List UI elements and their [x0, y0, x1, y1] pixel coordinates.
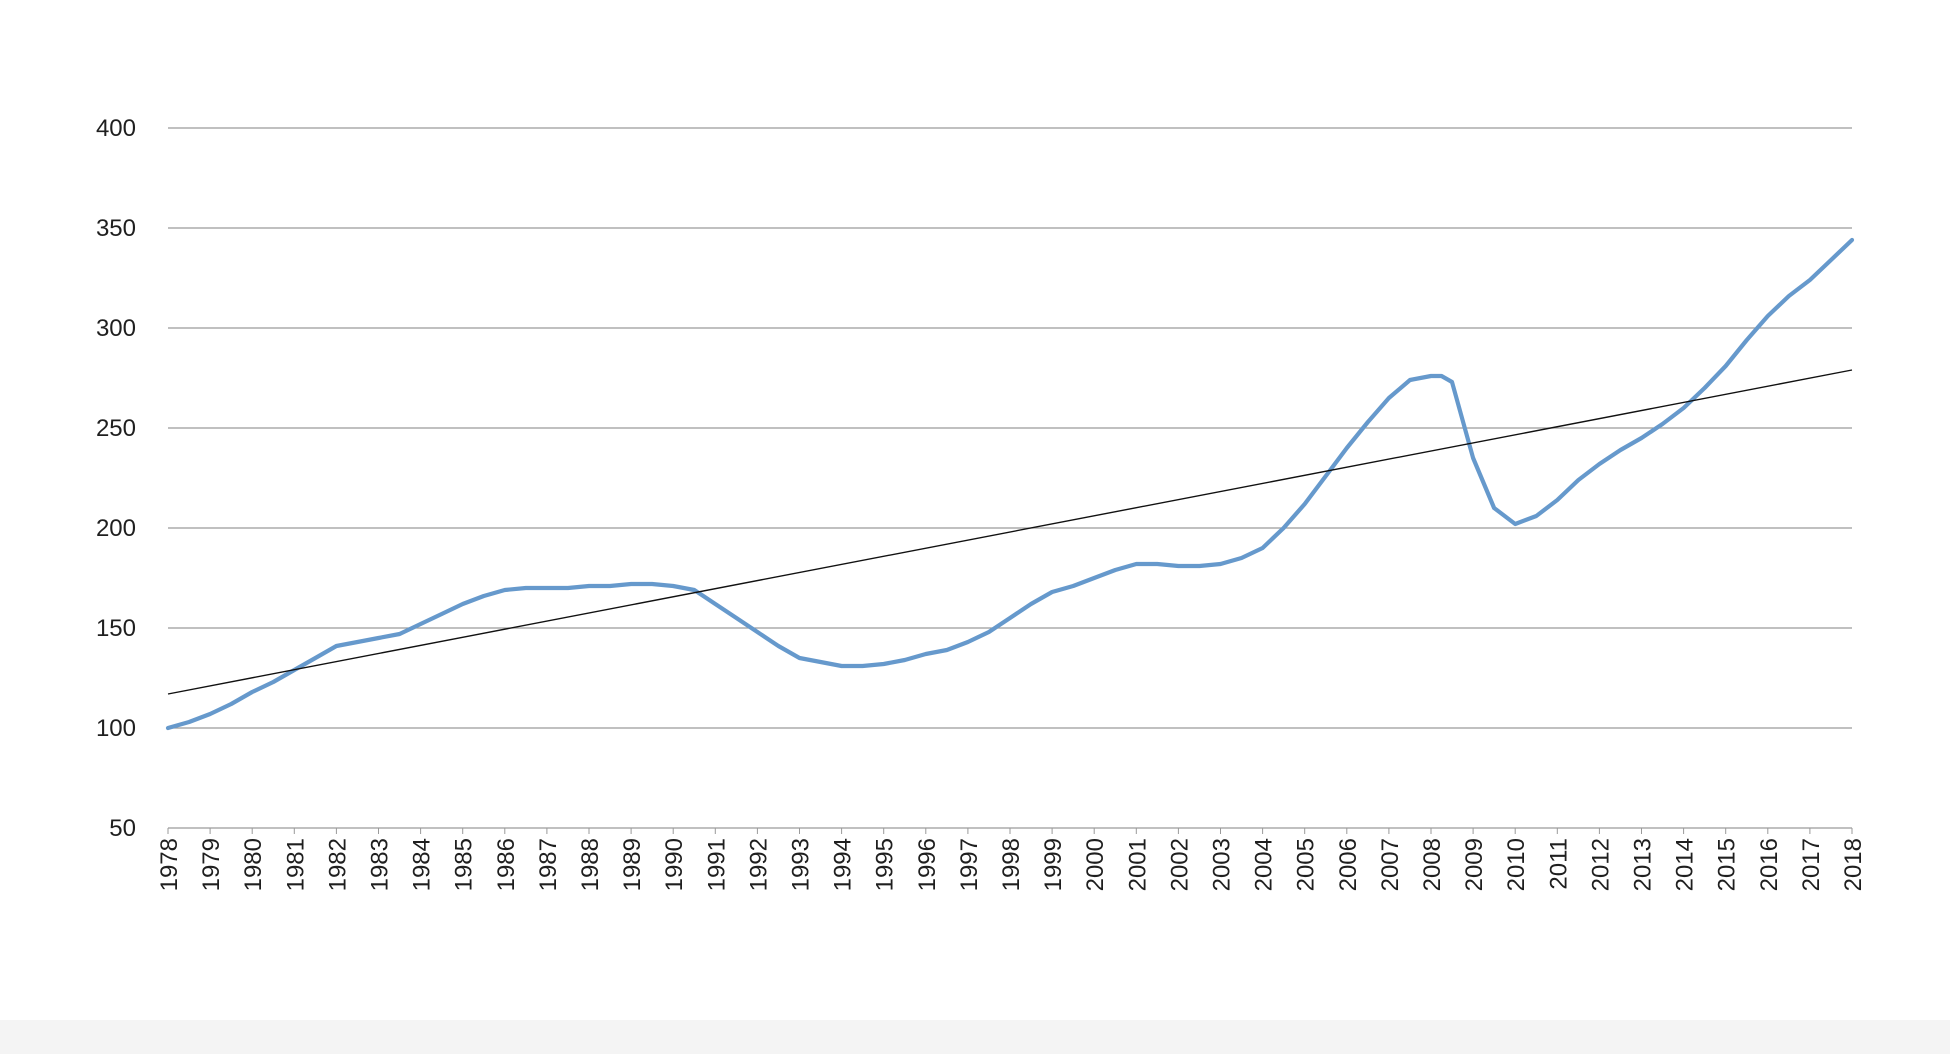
x-tick-label: 2009 — [1461, 838, 1488, 891]
trend-line — [167, 369, 1853, 695]
y-tick-label: 50 — [109, 815, 136, 842]
x-tick-label: 1978 — [156, 838, 183, 891]
x-tick-label: 2002 — [1166, 838, 1193, 891]
x-tick-label: 1995 — [872, 838, 899, 891]
x-tick-label: 2016 — [1756, 838, 1783, 891]
y-tick-label: 300 — [96, 315, 136, 342]
x-tick-label: 2011 — [1545, 838, 1572, 890]
chart-area: 50 100 150 200 250 300 350 400 1978 1979 1980 1981 1… — [95, 115, 1867, 892]
x-tick-label: 1981 — [282, 838, 309, 891]
x-tick-label: 2008 — [1419, 838, 1446, 891]
x-tick-label: 2003 — [1209, 838, 1236, 891]
page-bottom-strip — [0, 1020, 1950, 1054]
x-tick-label: 2015 — [1714, 838, 1741, 891]
x-tick-label: 1980 — [240, 838, 267, 891]
x-tick-label: 2018 — [1840, 838, 1867, 891]
x-tick-label: 1988 — [577, 838, 604, 891]
line-chart: 50 100 150 200 250 300 350 400 1978 1979 1980 1981 1… — [96, 115, 1867, 891]
y-tick-label: 200 — [96, 515, 136, 542]
x-tick-label: 1998 — [998, 838, 1025, 891]
x-tick-label: 1992 — [745, 838, 772, 891]
y-tick-label: 350 — [96, 215, 136, 242]
x-tick-label: 1994 — [830, 838, 857, 891]
x-tick-label: 1984 — [409, 838, 436, 891]
index-series-line — [165, 237, 1855, 731]
x-tick-label: 2005 — [1293, 838, 1320, 891]
y-tick-label: 100 — [96, 715, 136, 742]
x-tick-label: 1990 — [661, 838, 688, 891]
x-tick-label: 2017 — [1798, 838, 1825, 891]
x-tick-label: 1982 — [324, 838, 351, 891]
x-tick-label: 2013 — [1630, 838, 1657, 891]
x-tick-label: 1991 — [703, 838, 730, 891]
x-tick-label: 2001 — [1124, 838, 1151, 891]
x-tick-label: 1996 — [914, 838, 941, 891]
x-tick-label: 1999 — [1040, 838, 1067, 891]
y-tick-label: 250 — [96, 415, 136, 442]
x-tick-label: 2014 — [1672, 838, 1699, 891]
x-tick-label: 2012 — [1587, 838, 1614, 891]
x-tick-label: 1987 — [535, 838, 562, 891]
y-tick-label: 400 — [96, 115, 136, 142]
x-tick-label: 1989 — [619, 838, 646, 891]
x-tick-label: 1986 — [493, 838, 520, 891]
x-tick-label: 1997 — [956, 838, 983, 891]
x-tick-label: 2004 — [1251, 838, 1278, 891]
x-tick-label: 2007 — [1377, 838, 1404, 891]
x-tick-label: 1985 — [451, 838, 478, 891]
x-tick-label: 1993 — [788, 838, 815, 891]
x-tick-label: 2006 — [1335, 838, 1362, 891]
x-tick-label: 2000 — [1082, 838, 1109, 891]
x-tick-label: 1983 — [367, 838, 394, 891]
x-tick-label: 2010 — [1503, 838, 1530, 891]
y-tick-label: 150 — [96, 615, 136, 642]
x-tick-label: 1979 — [198, 838, 225, 891]
